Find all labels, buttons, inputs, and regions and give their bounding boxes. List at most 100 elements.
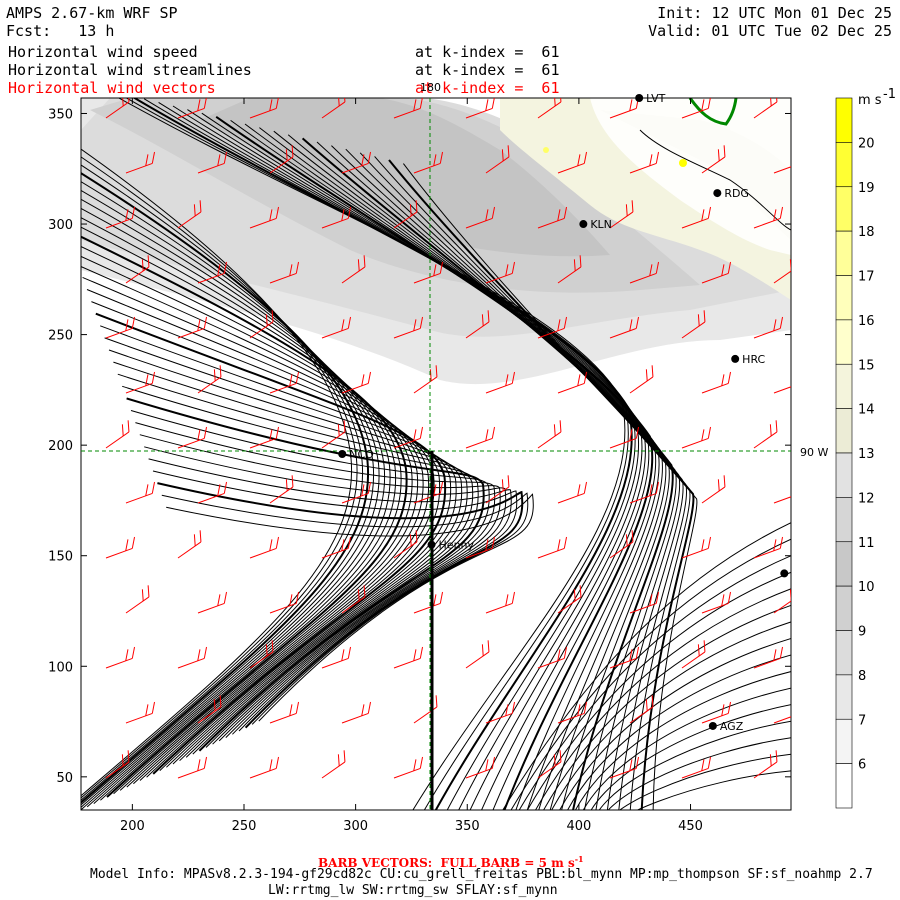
wind-barb <box>321 750 346 779</box>
x-tick-label: 250 <box>232 819 257 834</box>
streamline <box>81 189 380 808</box>
streamline <box>598 720 791 810</box>
wind-barb <box>269 701 300 724</box>
wind-barb <box>321 536 352 559</box>
wind-barb <box>269 475 294 504</box>
wind-barb <box>609 316 640 339</box>
colorbar-swatch <box>835 718 853 764</box>
streamline <box>590 704 791 810</box>
wind-barb <box>465 310 490 339</box>
streamline <box>526 571 791 810</box>
wind-barb <box>465 536 496 559</box>
colorbar-swatch <box>835 363 853 409</box>
wind-barb <box>341 151 372 174</box>
colorbar-swatch <box>835 186 853 232</box>
wind-barb <box>177 316 208 339</box>
wind-barb <box>105 536 136 559</box>
wind-barb <box>393 530 418 559</box>
streamline <box>534 588 791 810</box>
streamline <box>81 255 419 791</box>
streamline <box>113 361 468 762</box>
wind-barb <box>753 98 778 119</box>
streamline <box>122 385 479 755</box>
wind-barb <box>125 255 150 284</box>
field-level-speed: at k-index = 61 <box>415 43 560 61</box>
wind-barb <box>393 426 424 449</box>
wind-barb <box>197 365 222 394</box>
wind-barb <box>537 206 568 229</box>
wind-barb <box>197 591 228 614</box>
wind-barb <box>485 145 510 174</box>
wind-barb <box>609 646 640 669</box>
model-info: Model Info: MPASv8.2.3-194-gf29cd82c CU:… <box>90 867 873 882</box>
colorbar-label: 6 <box>858 758 866 773</box>
wind-barb <box>465 206 496 229</box>
wind-barb <box>753 646 784 669</box>
colorbar-swatch <box>835 142 853 188</box>
wind-barb <box>197 261 228 284</box>
wind-barb <box>105 316 136 339</box>
wind-barb <box>485 371 516 394</box>
wind-barb <box>249 426 280 449</box>
wind-barb <box>413 481 444 504</box>
streamline <box>510 538 791 810</box>
wind-barb <box>753 316 784 339</box>
wind-barb <box>105 420 130 449</box>
y-tick-label: 100 <box>48 660 73 675</box>
colorbar-label: 11 <box>858 536 875 551</box>
wind-barb <box>609 530 634 559</box>
wind-barb <box>393 646 424 669</box>
streamline <box>104 337 457 768</box>
x-tick-label: 200 <box>120 819 145 834</box>
streamline <box>518 555 791 810</box>
colorbar-swatch <box>835 497 853 543</box>
streamline <box>607 737 791 810</box>
wind-barb <box>701 475 726 504</box>
wind-barb <box>341 371 372 394</box>
wind-barb <box>773 382 791 394</box>
colorbar-swatch <box>835 230 853 276</box>
wind-barb <box>701 145 726 174</box>
field-level-streamlines: at k-index = 61 <box>415 61 560 79</box>
wind-barb <box>681 310 706 339</box>
streamline <box>81 226 402 801</box>
station-dot <box>780 569 789 578</box>
wind-barb <box>701 591 732 614</box>
wind-barb <box>269 145 294 174</box>
colorbar-label: 15 <box>858 358 875 373</box>
colorbar-label: 9 <box>858 625 866 640</box>
streamline <box>582 687 791 810</box>
streamline <box>100 325 452 771</box>
wind-barb <box>537 750 562 779</box>
station-label: Henny <box>439 539 475 552</box>
streamline <box>567 654 791 810</box>
wind-barb <box>269 591 300 614</box>
field-name-streamlines: Horizontal wind streamlines <box>8 61 252 79</box>
colorbar-label: 17 <box>858 270 875 285</box>
colorbar-unit-exp: -1 <box>883 87 896 102</box>
y-tick-label: 250 <box>48 329 73 344</box>
x-tick-label: 350 <box>455 819 480 834</box>
y-tick-label: 50 <box>56 771 73 786</box>
wind-barb <box>321 316 352 339</box>
wind-barb <box>197 151 228 174</box>
colorbar-swatch <box>835 319 853 365</box>
wind-barb <box>465 640 490 669</box>
streamline <box>148 458 512 735</box>
wind-barb <box>537 98 562 119</box>
colorbar-swatch <box>835 408 853 454</box>
wind-barb <box>537 646 568 669</box>
station-label: RDG <box>724 187 749 200</box>
colorbar-label: 19 <box>858 181 875 196</box>
colorbar-label: 13 <box>858 447 875 462</box>
streamline <box>161 492 529 725</box>
wind-barb <box>701 371 732 394</box>
y-tick-label: 200 <box>48 439 73 454</box>
colorbar-swatch <box>835 275 853 321</box>
wind-barb <box>701 701 732 724</box>
streamline <box>502 522 791 810</box>
wind-barb <box>609 426 640 449</box>
wind-barb <box>125 585 150 614</box>
x-axis: 200 250 300 350 400 450 <box>120 98 703 834</box>
colorbar-label: 7 <box>858 713 866 728</box>
